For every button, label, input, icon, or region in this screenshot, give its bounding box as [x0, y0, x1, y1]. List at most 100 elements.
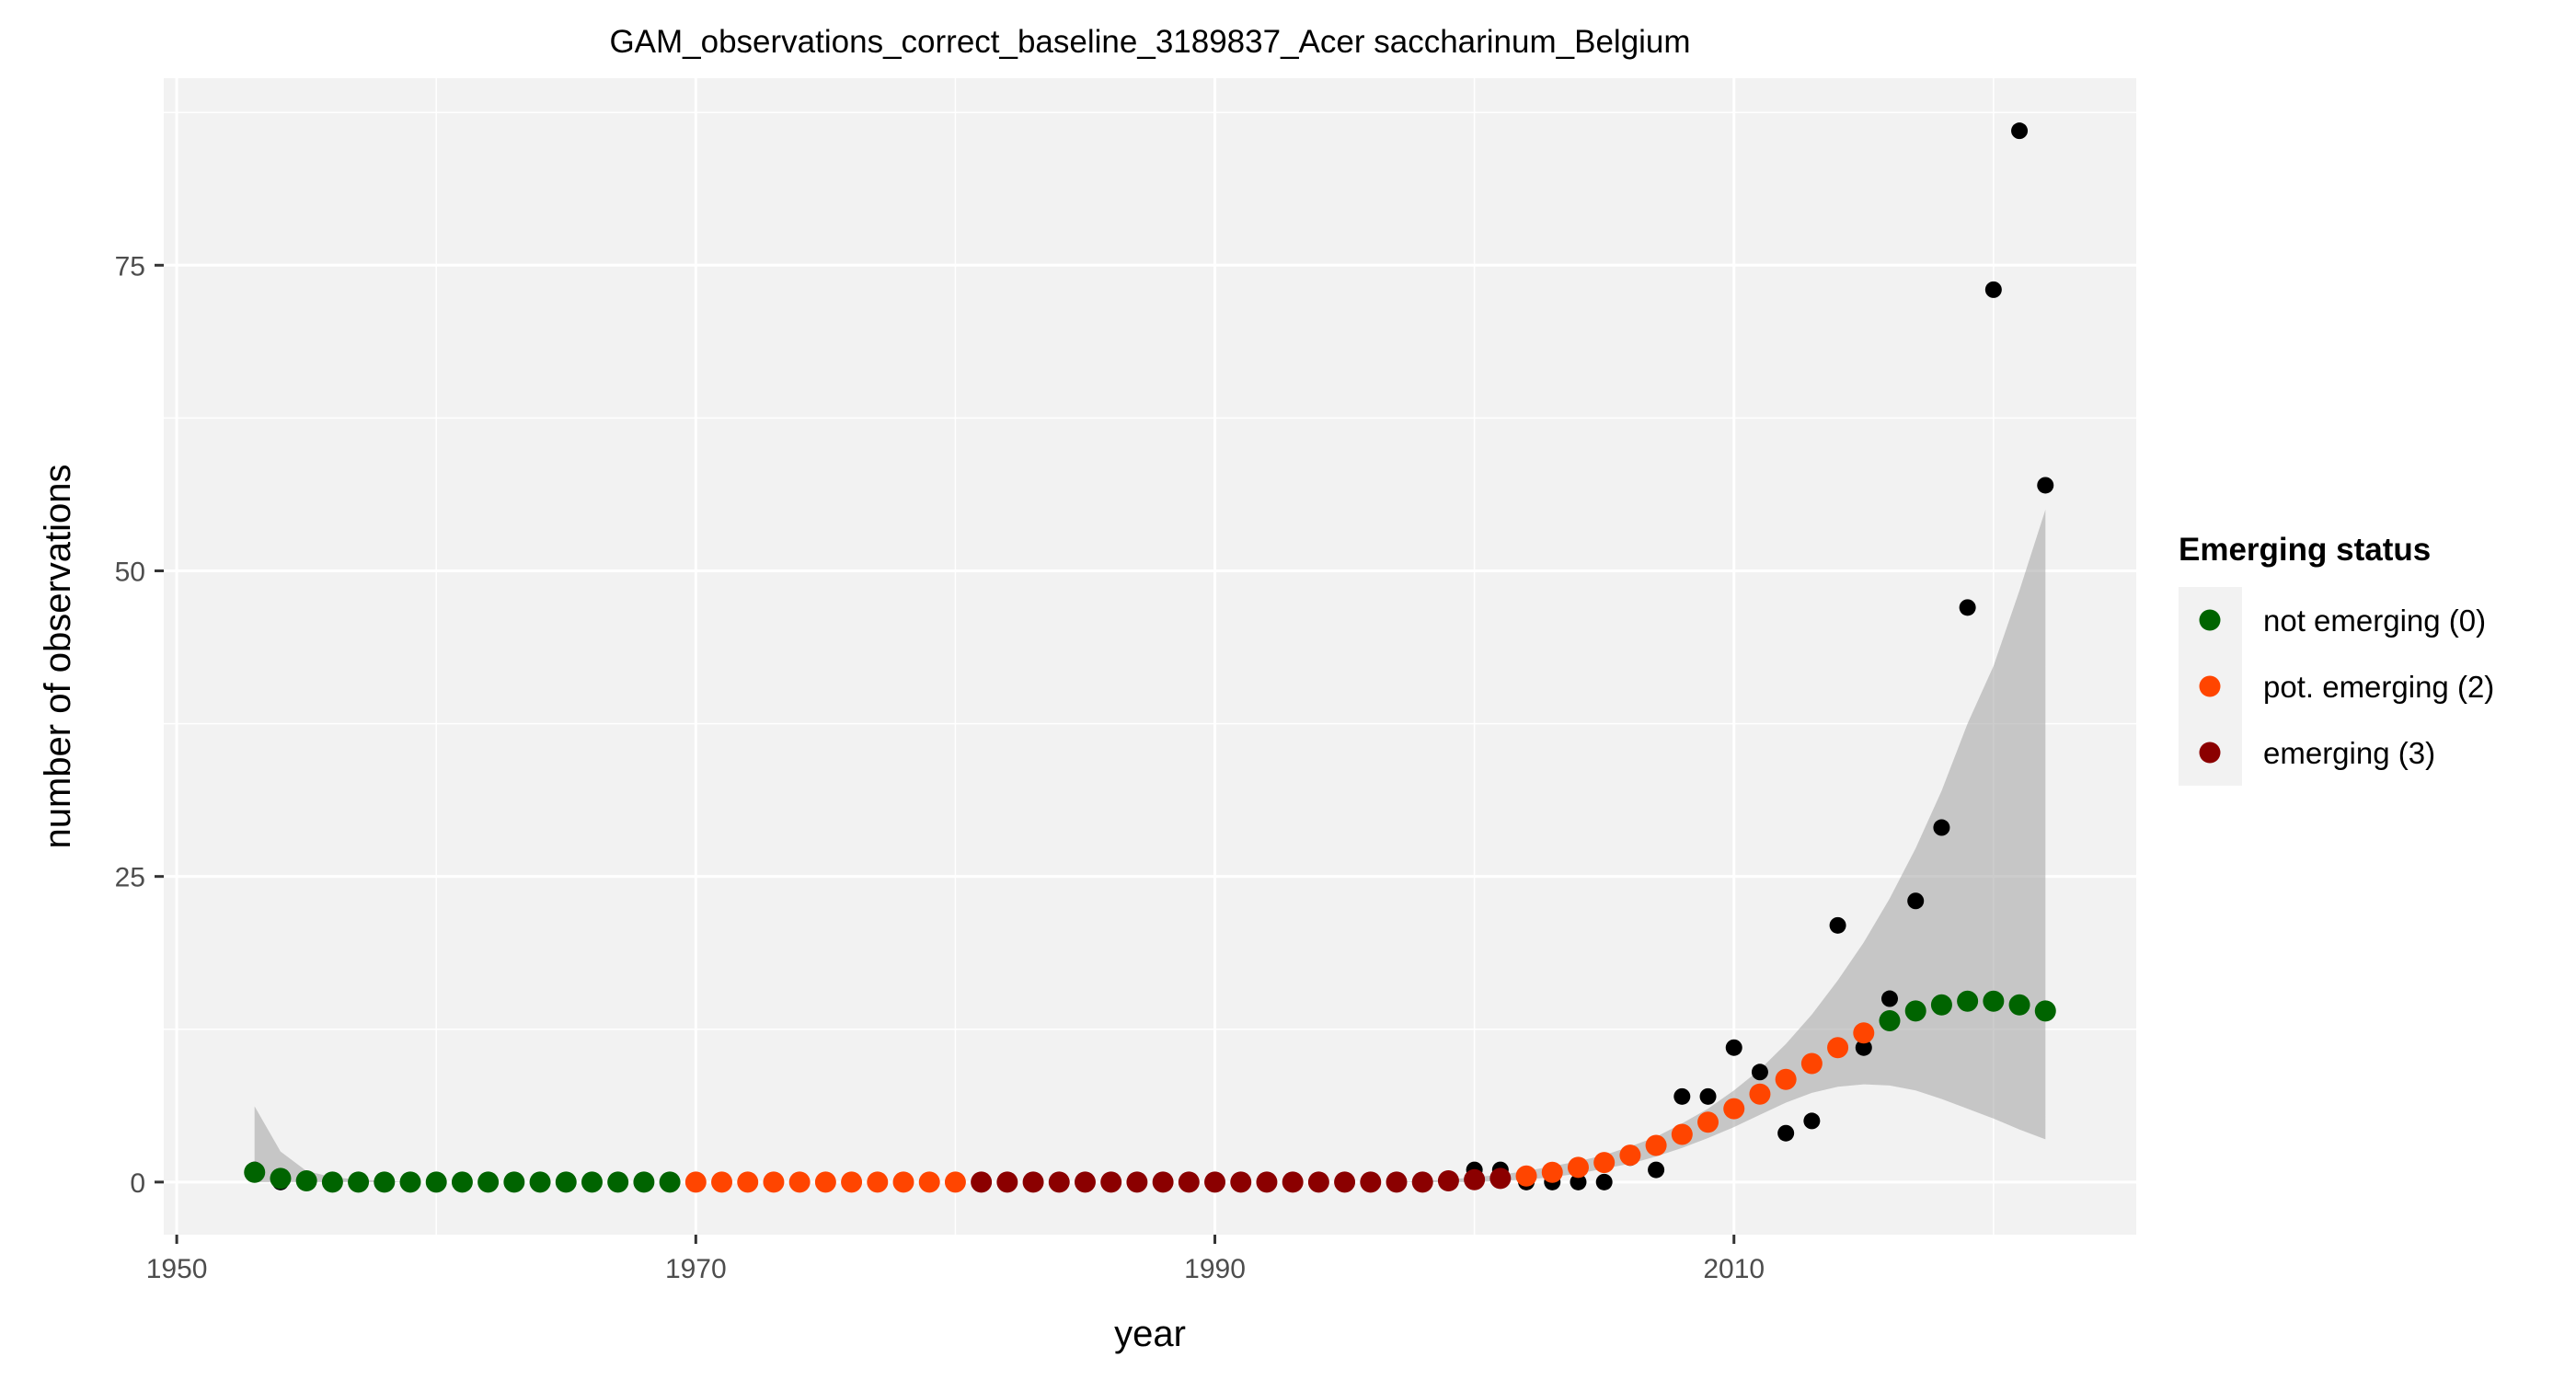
fitted-point [244, 1161, 266, 1183]
fitted-point [918, 1171, 940, 1193]
y-tick-label: 75 [115, 251, 145, 282]
fitted-point [737, 1171, 759, 1193]
fitted-point [1515, 1165, 1537, 1187]
fitted-point [1775, 1068, 1797, 1090]
fitted-point [529, 1171, 551, 1193]
grid [164, 78, 2136, 1235]
fitted-point [1256, 1171, 1278, 1193]
fitted-point [1022, 1171, 1044, 1193]
fitted-point [1930, 994, 1952, 1016]
fitted-point [1697, 1111, 1719, 1133]
fitted-point [1307, 1171, 1329, 1193]
observed-point [1907, 892, 1925, 910]
fitted-point [1334, 1171, 1356, 1193]
y-tick-label: 50 [115, 557, 145, 587]
fitted-point [1282, 1171, 1304, 1193]
observed-point [2011, 122, 2029, 140]
fitted-point [425, 1171, 447, 1193]
legend-label: pot. emerging (2) [2263, 670, 2494, 704]
fitted-point [892, 1171, 914, 1193]
fitted-point [555, 1171, 577, 1193]
fitted-point [1541, 1161, 1563, 1183]
y-axis-title: number of observations [38, 464, 78, 848]
legend-label: not emerging (0) [2263, 604, 2486, 638]
fitted-point [348, 1171, 370, 1193]
observed-point [1777, 1124, 1795, 1142]
fitted-point [1800, 1052, 1823, 1075]
fitted-point [399, 1171, 421, 1193]
fitted-point [321, 1171, 343, 1193]
legend: Emerging status not emerging (0) pot. eme… [2179, 532, 2494, 786]
fitted-point [374, 1171, 396, 1193]
fitted-point [1567, 1156, 1589, 1179]
x-tick-label: 1990 [1184, 1254, 1246, 1284]
fitted-point [1827, 1037, 1849, 1059]
fitted-point [1904, 1000, 1926, 1022]
fitted-point [996, 1171, 1018, 1193]
fitted-point [763, 1171, 785, 1193]
observed-point [1751, 1064, 1768, 1081]
fitted-point [295, 1170, 317, 1192]
legend-title: Emerging status [2179, 532, 2431, 568]
fitted-point [1983, 990, 2005, 1012]
fitted-point [1230, 1171, 1252, 1193]
fitted-point [1489, 1167, 1512, 1190]
observed-point [1855, 1039, 1872, 1056]
observed-point [1933, 819, 1950, 836]
observed-point [1803, 1112, 1821, 1130]
legend-items: not emerging (0) pot. emerging (2) emergin… [2199, 604, 2494, 770]
y-tick-label: 0 [130, 1168, 145, 1199]
legend-label: emerging (3) [2263, 736, 2435, 770]
x-tick-label: 1970 [665, 1254, 727, 1284]
fitted-point [1048, 1171, 1070, 1193]
fitted-point [270, 1167, 292, 1190]
fitted-point [867, 1171, 889, 1193]
x-tick-label: 2010 [1703, 1254, 1765, 1284]
fitted-point [814, 1171, 836, 1193]
fitted-point [1126, 1171, 1148, 1193]
fitted-point [1411, 1171, 1433, 1193]
fitted-point [1464, 1168, 1486, 1190]
fitted-point [1645, 1134, 1667, 1156]
fitted-point [1204, 1171, 1226, 1193]
axes: 1950 1970 1990 2010 0 25 50 75 [115, 251, 1765, 1284]
fitted-point [503, 1171, 525, 1193]
fitted-point [1386, 1171, 1408, 1193]
fitted-point [944, 1171, 966, 1193]
observed-point [1881, 990, 1898, 1007]
chart-title: GAM_observations_correct_baseline_318983… [609, 24, 1690, 60]
observed-point [1595, 1173, 1613, 1190]
observed-point [1648, 1161, 1665, 1179]
fitted-point [1723, 1098, 1745, 1120]
observed-point [1959, 599, 1976, 616]
fitted-point [1178, 1171, 1200, 1193]
x-axis-title: year [1114, 1314, 1186, 1354]
fitted-point [1853, 1022, 1875, 1044]
fitted-point [711, 1171, 733, 1193]
observed-point [2037, 477, 2054, 494]
fitted-point [1074, 1171, 1096, 1193]
fitted-point [1671, 1123, 1693, 1145]
y-tick-label: 25 [115, 863, 145, 893]
fitted-point [659, 1171, 681, 1193]
observed-point [1984, 281, 2002, 298]
observed-point [1725, 1039, 1742, 1056]
fitted-point [1360, 1171, 1382, 1193]
fitted-point [1593, 1152, 1616, 1174]
legend-key-point [2199, 742, 2221, 764]
x-tick-label: 1950 [146, 1254, 208, 1284]
observed-point [1570, 1173, 1587, 1190]
legend-key-point [2199, 609, 2221, 631]
fitted-point [841, 1171, 863, 1193]
legend-key-point [2199, 675, 2221, 697]
fitted-point [451, 1171, 473, 1193]
fitted-point [633, 1171, 655, 1193]
fitted-point [788, 1171, 811, 1193]
fitted-point [1879, 1009, 1901, 1031]
fitted-point [2008, 994, 2030, 1016]
fitted-point [1100, 1171, 1122, 1193]
fitted-point [971, 1171, 993, 1193]
fitted-point [2034, 1000, 2056, 1022]
